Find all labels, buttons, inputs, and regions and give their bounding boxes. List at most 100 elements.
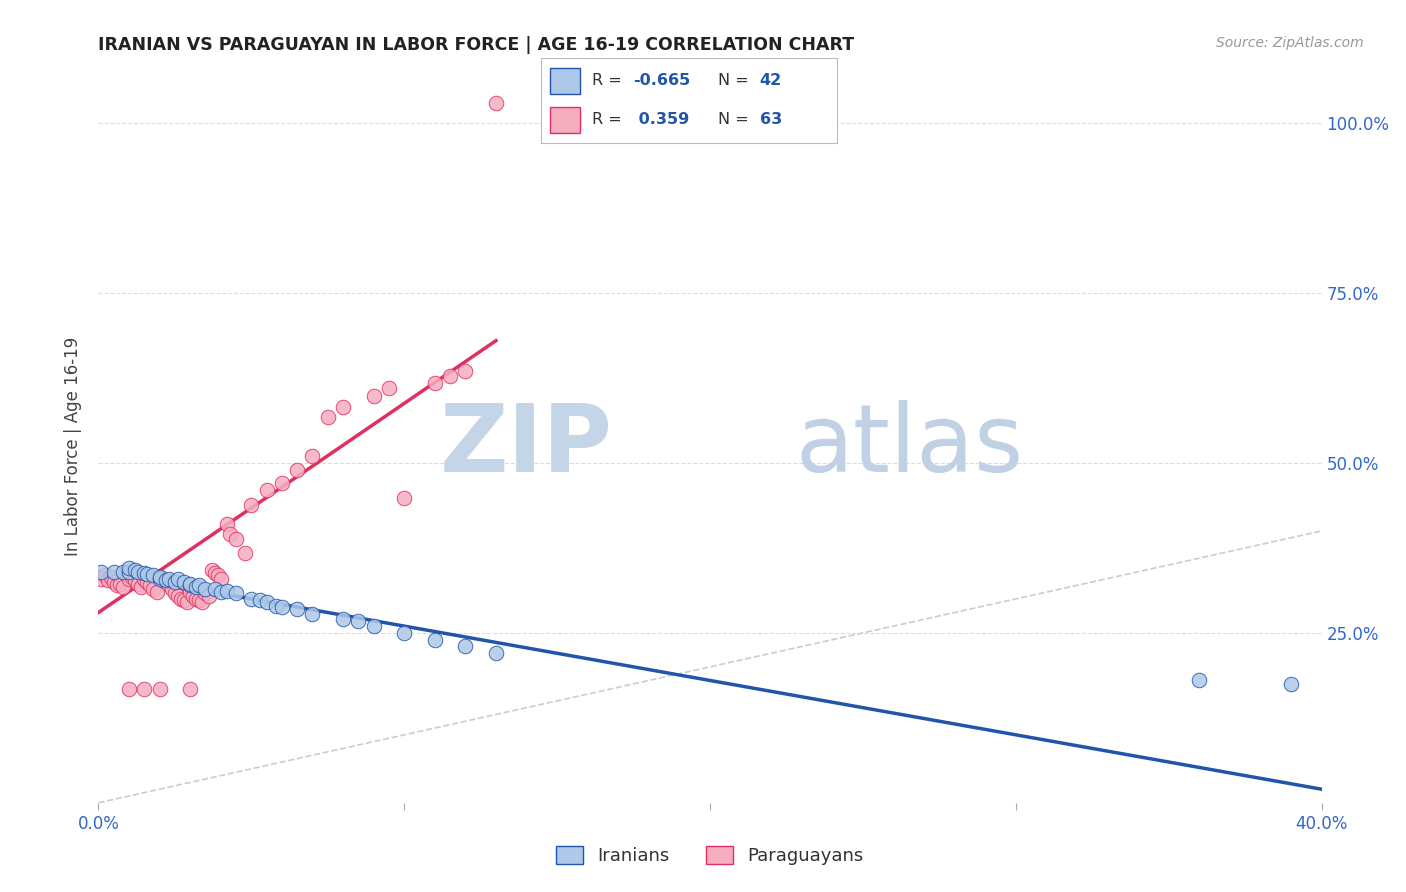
Point — [149, 681, 172, 696]
Point — [173, 574, 195, 589]
Point — [347, 614, 370, 628]
Point — [124, 573, 146, 587]
Point — [111, 580, 134, 594]
Text: atlas: atlas — [796, 400, 1024, 492]
Text: R =: R = — [592, 73, 627, 88]
Point — [301, 607, 323, 621]
Point — [219, 527, 242, 541]
Text: -0.665: -0.665 — [633, 73, 690, 88]
Point — [332, 612, 354, 626]
FancyBboxPatch shape — [550, 107, 579, 133]
Point — [423, 632, 446, 647]
Point — [136, 567, 159, 582]
Point — [118, 568, 141, 582]
Point — [378, 381, 401, 395]
Point — [332, 401, 354, 415]
Point — [157, 578, 180, 592]
Text: ZIP: ZIP — [439, 400, 612, 492]
Point — [240, 498, 263, 512]
Point — [127, 577, 149, 591]
Text: IRANIAN VS PARAGUAYAN IN LABOR FORCE | AGE 16-19 CORRELATION CHART: IRANIAN VS PARAGUAYAN IN LABOR FORCE | A… — [98, 36, 855, 54]
Point — [118, 681, 141, 696]
Point — [167, 589, 190, 603]
Point — [215, 517, 238, 532]
Point — [134, 566, 156, 580]
Point — [136, 574, 159, 589]
Point — [149, 570, 172, 584]
Point — [197, 589, 219, 603]
Point — [176, 595, 198, 609]
Point — [301, 449, 323, 463]
Point — [170, 591, 193, 606]
Point — [204, 582, 226, 596]
Point — [145, 585, 167, 599]
Legend: Iranians, Paraguayans: Iranians, Paraguayans — [548, 838, 872, 872]
Point — [392, 626, 416, 640]
Point — [149, 570, 172, 584]
Point — [134, 681, 156, 696]
Point — [142, 568, 165, 582]
Point — [188, 593, 211, 607]
Point — [1188, 673, 1211, 688]
Point — [204, 566, 226, 580]
Point — [127, 565, 149, 579]
Point — [285, 602, 308, 616]
Point — [100, 570, 122, 584]
Point — [186, 580, 208, 594]
Y-axis label: In Labor Force | Age 16-19: In Labor Force | Age 16-19 — [65, 336, 83, 556]
Point — [163, 574, 186, 589]
Point — [163, 586, 186, 600]
Point — [160, 582, 183, 596]
Point — [103, 565, 125, 579]
Point — [225, 586, 247, 600]
Point — [167, 572, 190, 586]
Text: N =: N = — [718, 112, 755, 128]
Point — [264, 599, 287, 613]
Point — [155, 574, 177, 589]
Point — [118, 565, 141, 579]
Point — [139, 578, 162, 592]
Point — [186, 591, 208, 606]
Point — [108, 577, 131, 591]
Point — [188, 578, 211, 592]
Point — [285, 463, 308, 477]
Point — [115, 565, 138, 579]
Point — [179, 577, 201, 591]
Point — [207, 568, 229, 582]
Point — [173, 593, 195, 607]
Point — [179, 585, 201, 599]
Point — [233, 546, 256, 560]
Text: N =: N = — [718, 73, 755, 88]
Point — [191, 595, 214, 609]
Point — [200, 563, 222, 577]
Point — [454, 364, 477, 378]
Point — [90, 565, 112, 579]
Point — [194, 586, 217, 600]
Point — [454, 640, 477, 654]
Point — [485, 95, 508, 110]
Point — [90, 572, 112, 586]
Point — [179, 681, 201, 696]
Text: R =: R = — [592, 112, 627, 128]
Point — [149, 572, 172, 586]
Point — [97, 573, 120, 587]
Point — [118, 561, 141, 575]
Point — [1279, 677, 1302, 691]
Point — [209, 585, 232, 599]
Point — [363, 619, 385, 633]
Text: Source: ZipAtlas.com: Source: ZipAtlas.com — [1216, 36, 1364, 50]
Point — [423, 376, 446, 390]
Point — [129, 580, 152, 594]
Point — [270, 476, 292, 491]
Point — [240, 591, 263, 606]
Point — [249, 593, 271, 607]
Point — [215, 583, 238, 598]
Point — [256, 483, 278, 498]
Point — [181, 589, 204, 603]
Point — [105, 578, 128, 592]
Point — [179, 578, 201, 592]
Point — [134, 572, 156, 586]
Point — [124, 563, 146, 577]
Point — [270, 600, 292, 615]
Point — [118, 572, 141, 586]
